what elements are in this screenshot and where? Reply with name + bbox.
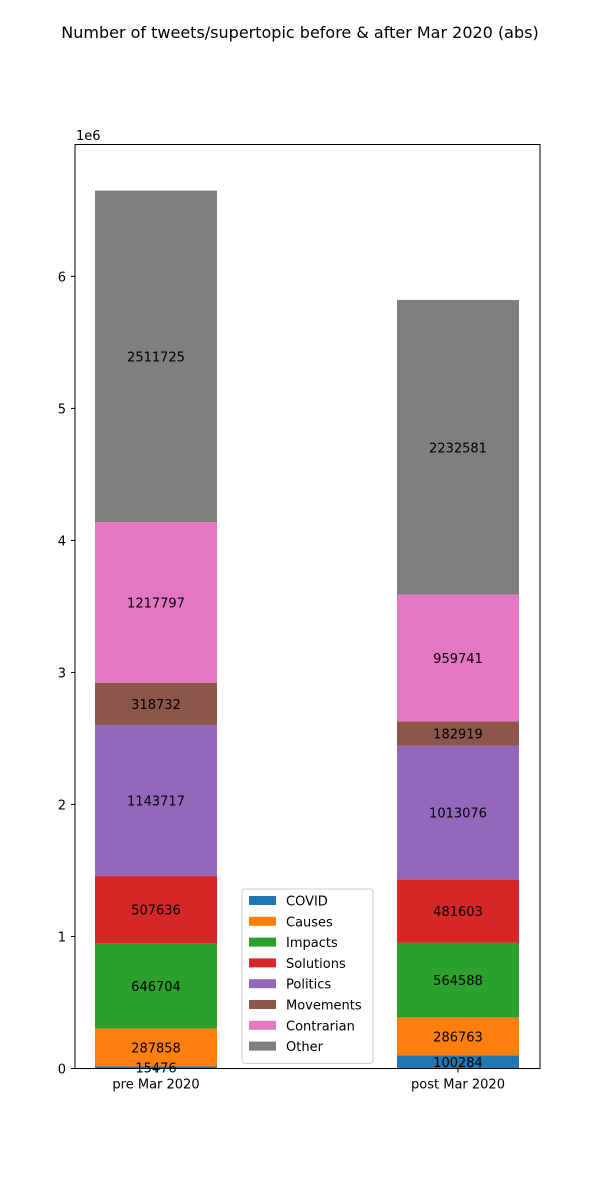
value-label-solutions-pre: 507636 [131, 904, 181, 919]
value-label-other-post: 2232581 [429, 441, 487, 456]
legend-label-movements: Movements [286, 999, 362, 1014]
chart-title: Number of tweets/supertopic before & aft… [61, 23, 538, 42]
axes-layer: 0 1 2 3 4 5 6 pre Mar 2020 post Mar 2020 [58, 270, 505, 1092]
legend-label-covid: COVID [286, 895, 328, 910]
y-tick-label-1: 1 [58, 930, 66, 945]
bar-segment-covid-pre [95, 1066, 217, 1069]
bar-value-labels: 1547628785864670450763611437173187321217… [127, 350, 487, 1076]
legend-swatch-other [249, 1041, 276, 1051]
bar-segment-solutions-post [397, 879, 519, 943]
value-label-movements-pre: 318732 [131, 698, 181, 713]
y-axis-offset-text: 1e6 [76, 129, 101, 144]
value-label-covid-post: 100284 [433, 1056, 483, 1071]
value-label-other-pre: 2511725 [127, 350, 185, 365]
bar-segment-other-pre [95, 190, 217, 523]
legend: COVID Causes Impacts Solutions Politics Movem… [241, 888, 374, 1064]
value-label-politics-pre: 1143717 [127, 795, 185, 810]
y-tick-label-5: 5 [58, 402, 66, 417]
value-label-solutions-post: 481603 [433, 905, 483, 920]
bar-segment-causes-pre [95, 1028, 217, 1067]
legend-swatch-impacts [249, 937, 276, 947]
legend-swatch-covid [249, 896, 276, 905]
bar-segment-impacts-pre [95, 943, 217, 1029]
bar-segment-causes-post [397, 1017, 519, 1056]
value-label-politics-post: 1013076 [429, 806, 487, 821]
bars-layer [95, 190, 519, 1069]
y-tick-label-6: 6 [58, 270, 66, 285]
legend-label-other: Other [286, 1040, 324, 1055]
legend-swatch-politics [249, 979, 276, 989]
bar-segment-movements-pre [95, 682, 217, 726]
bar-segment-politics-post [397, 745, 519, 880]
legend-label-contrarian: Contrarian [286, 1019, 355, 1034]
y-tick-label-4: 4 [58, 534, 66, 549]
value-label-contrarian-post: 959741 [433, 652, 483, 667]
value-label-contrarian-pre: 1217797 [127, 597, 185, 612]
legend-label-impacts: Impacts [286, 936, 338, 951]
y-tick-label-2: 2 [58, 798, 66, 813]
value-label-impacts-post: 564588 [433, 974, 483, 989]
bar-segment-politics-pre [95, 725, 217, 877]
bar-segment-contrarian-post [397, 594, 519, 722]
legend-label-solutions: Solutions [286, 957, 346, 972]
bar-segment-other-post [397, 299, 519, 595]
x-tick-label-1: post Mar 2020 [411, 1078, 505, 1093]
value-label-causes-post: 286763 [433, 1030, 483, 1045]
y-tick-label-3: 3 [58, 666, 66, 681]
legend-swatch-causes [249, 916, 276, 926]
legend-swatch-contrarian [249, 1020, 276, 1030]
legend-label-politics: Politics [286, 978, 331, 993]
value-label-movements-post: 182919 [433, 727, 483, 742]
plot-frame [74, 144, 541, 1069]
legend-swatch-movements [249, 1000, 276, 1009]
legend-label-causes: Causes [286, 915, 333, 930]
bar-segment-impacts-post [397, 942, 519, 1018]
y-tick-label-0: 0 [58, 1063, 66, 1078]
legend-box [241, 888, 374, 1064]
value-label-impacts-pre: 646704 [131, 980, 181, 995]
bar-segment-solutions-pre [95, 876, 217, 944]
bar-segment-covid-post [397, 1055, 519, 1069]
x-tick-label-0: pre Mar 2020 [112, 1078, 199, 1093]
bar-segment-contrarian-pre [95, 522, 217, 683]
value-label-causes-pre: 287858 [131, 1041, 181, 1056]
bar-segment-movements-post [397, 721, 519, 746]
legend-swatch-solutions [249, 958, 276, 968]
